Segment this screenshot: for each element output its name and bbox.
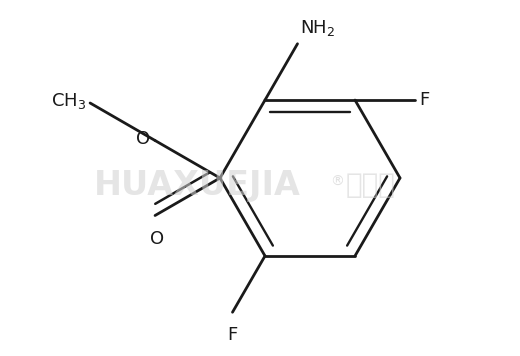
Text: 化学制: 化学制 — [346, 171, 396, 199]
Text: HUAXUEJIA: HUAXUEJIA — [94, 169, 301, 201]
Text: CH$_3$: CH$_3$ — [51, 91, 86, 111]
Text: O: O — [150, 230, 164, 247]
Text: O: O — [136, 130, 150, 147]
Text: F: F — [419, 91, 429, 109]
Text: F: F — [227, 326, 238, 344]
Text: ®: ® — [330, 174, 344, 189]
Text: NH$_2$: NH$_2$ — [300, 18, 335, 38]
